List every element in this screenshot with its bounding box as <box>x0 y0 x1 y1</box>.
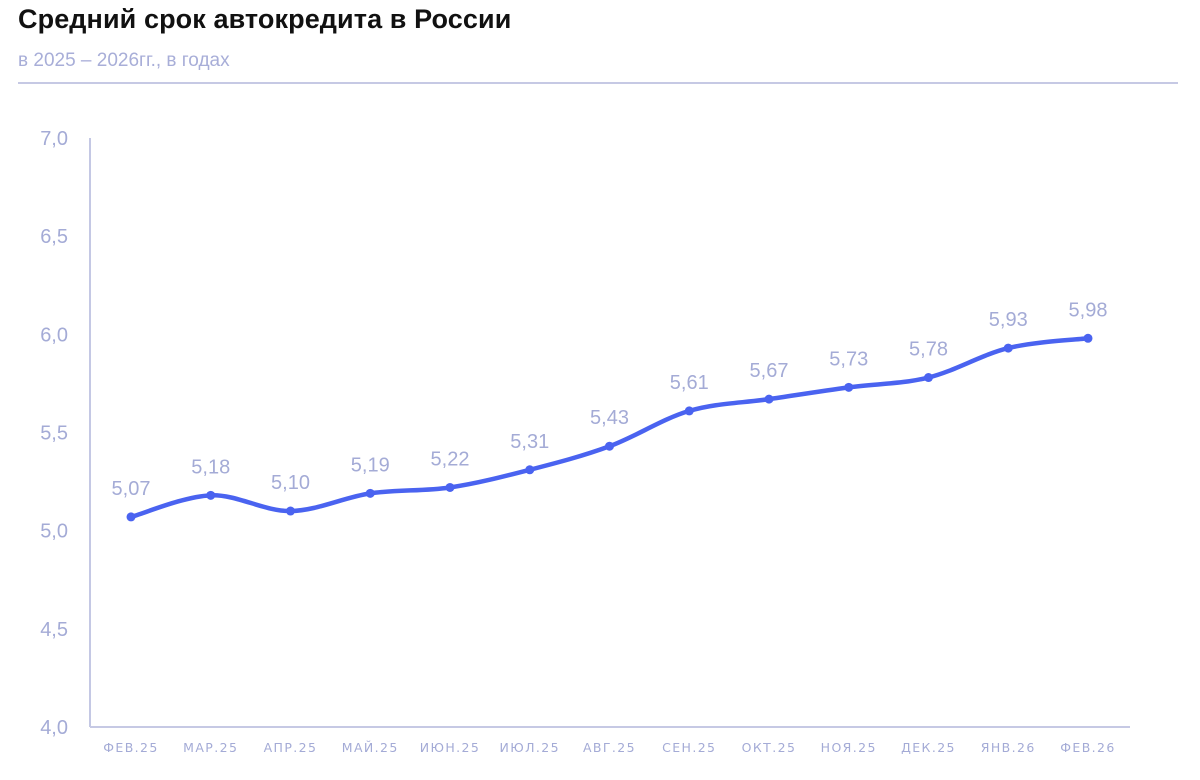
data-value-label: 5,73 <box>829 348 868 370</box>
x-tick-label: ЯНВ.26 <box>981 740 1036 755</box>
data-value-label: 5,22 <box>431 448 470 470</box>
x-tick-label: ФЕВ.25 <box>103 740 159 755</box>
y-tick-label: 6,0 <box>40 324 68 346</box>
data-point-marker <box>605 441 614 451</box>
series-line <box>126 333 1093 522</box>
data-value-label: 5,10 <box>271 472 310 494</box>
x-tick-label: ИЮН.25 <box>420 740 481 755</box>
data-point-marker <box>206 490 216 500</box>
y-tick-label: 6,5 <box>40 226 68 248</box>
data-labels: 5,07 5,18 5,10 5,19 5,22 5,31 5,43 5,61 5,67 5,73… <box>112 299 1108 500</box>
x-tick-label: АПР.25 <box>264 740 318 755</box>
data-point-marker <box>764 394 774 404</box>
x-tick-label: ОКТ.25 <box>742 740 797 755</box>
data-point-marker <box>126 512 136 522</box>
x-axis: ФЕВ.25 МАР.25 АПР.25 МАЙ.25 ИЮН.25 ИЮЛ.25 АВГ.… <box>90 726 1130 755</box>
x-tick-label: СЕН.25 <box>662 740 716 755</box>
x-tick-label: ДЕК.25 <box>901 740 956 755</box>
data-point-marker <box>844 382 854 392</box>
data-point-marker <box>525 465 535 475</box>
data-point-marker <box>1083 333 1093 343</box>
y-tick-label: 5,0 <box>40 521 68 543</box>
y-axis: 4,0 4,5 5,0 5,5 6,0 6,5 7,0 <box>40 128 91 739</box>
data-point-marker <box>924 373 933 383</box>
data-value-label: 5,98 <box>1069 299 1108 321</box>
data-value-label: 5,61 <box>670 372 709 394</box>
y-tick-label: 4,0 <box>40 717 68 739</box>
data-value-label: 5,78 <box>909 339 948 361</box>
x-tick-label: АВГ.25 <box>583 740 636 755</box>
x-tick-label: НОЯ.25 <box>821 740 877 755</box>
data-value-label: 5,67 <box>750 360 789 382</box>
data-point-marker <box>684 406 694 416</box>
header-divider <box>18 82 1178 84</box>
chart-subtitle: в 2025 – 2026гг., в годах <box>18 50 230 71</box>
data-point-marker <box>1003 343 1013 353</box>
data-point-marker <box>286 506 295 516</box>
data-value-label: 5,18 <box>191 456 230 478</box>
data-value-label: 5,31 <box>510 431 549 453</box>
x-tick-label: МАЙ.25 <box>342 740 399 755</box>
chart-title: Средний срок автокредита в России <box>18 4 512 34</box>
data-value-label: 5,43 <box>590 407 629 429</box>
x-tick-label: ИЮЛ.25 <box>499 740 560 755</box>
data-value-label: 5,07 <box>112 478 151 500</box>
data-value-label: 5,19 <box>351 454 390 476</box>
x-tick-label: МАР.25 <box>183 740 238 755</box>
y-tick-label: 7,0 <box>40 128 68 150</box>
x-tick-label: ФЕВ.26 <box>1060 740 1116 755</box>
y-tick-label: 5,5 <box>40 423 68 445</box>
data-point-marker <box>445 482 455 492</box>
data-value-label: 5,93 <box>989 309 1028 331</box>
data-point-marker <box>365 488 375 498</box>
y-tick-label: 4,5 <box>40 619 68 641</box>
